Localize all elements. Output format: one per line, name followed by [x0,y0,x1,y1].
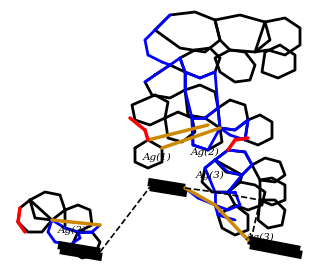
Text: Ag(2): Ag(2) [191,147,220,157]
Text: Ag(1): Ag(1) [143,152,172,161]
Text: Ag(3): Ag(3) [58,225,87,235]
Text: Ag(3): Ag(3) [196,170,225,179]
Text: Ag(3): Ag(3) [246,232,275,242]
